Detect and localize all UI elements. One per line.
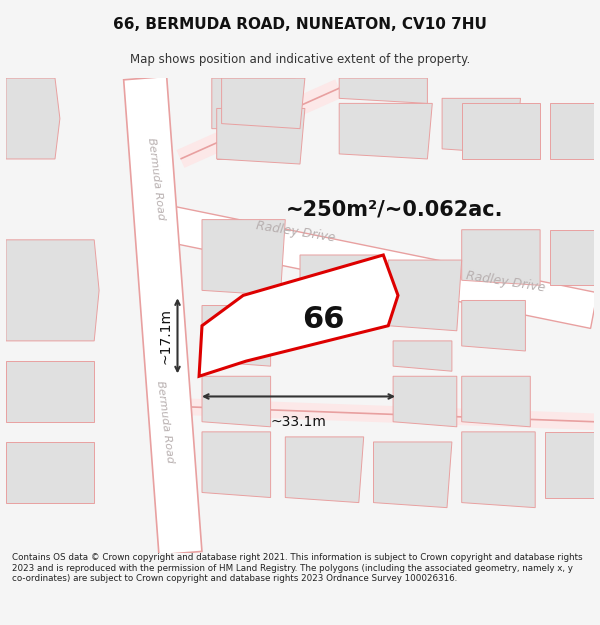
Polygon shape (462, 432, 535, 508)
Polygon shape (6, 78, 60, 159)
Polygon shape (462, 301, 526, 351)
Polygon shape (339, 78, 427, 103)
Polygon shape (550, 230, 594, 285)
Polygon shape (286, 437, 364, 503)
Polygon shape (6, 240, 99, 341)
Text: 66: 66 (302, 305, 345, 334)
Polygon shape (545, 432, 594, 498)
Polygon shape (300, 255, 383, 321)
Polygon shape (6, 361, 94, 422)
Polygon shape (462, 103, 540, 159)
Polygon shape (393, 376, 457, 427)
Text: Bermuda Road: Bermuda Road (146, 138, 166, 221)
Polygon shape (221, 78, 305, 129)
Polygon shape (202, 432, 271, 498)
Text: 66, BERMUDA ROAD, NUNEATON, CV10 7HU: 66, BERMUDA ROAD, NUNEATON, CV10 7HU (113, 17, 487, 32)
Polygon shape (462, 376, 530, 427)
Polygon shape (339, 103, 433, 159)
Polygon shape (393, 341, 452, 371)
Polygon shape (217, 109, 305, 164)
Polygon shape (124, 76, 202, 555)
Text: Map shows position and indicative extent of the property.: Map shows position and indicative extent… (130, 53, 470, 66)
Text: Contains OS data © Crown copyright and database right 2021. This information is : Contains OS data © Crown copyright and d… (12, 553, 583, 583)
Polygon shape (442, 98, 521, 154)
Polygon shape (202, 219, 286, 296)
Polygon shape (212, 78, 295, 129)
Text: ~17.1m: ~17.1m (158, 308, 173, 364)
Text: ~250m²/~0.062ac.: ~250m²/~0.062ac. (286, 199, 503, 219)
Text: ~33.1m: ~33.1m (271, 414, 326, 429)
Polygon shape (199, 255, 398, 376)
Text: Bermuda Road: Bermuda Road (155, 380, 175, 464)
Text: Radley Drive: Radley Drive (465, 269, 547, 295)
Polygon shape (462, 230, 540, 285)
Polygon shape (145, 202, 598, 328)
Polygon shape (217, 109, 295, 159)
Polygon shape (388, 260, 462, 331)
Polygon shape (374, 442, 452, 508)
Polygon shape (202, 306, 271, 366)
Text: Radley Drive: Radley Drive (254, 219, 335, 244)
Polygon shape (202, 376, 271, 427)
Polygon shape (6, 442, 94, 503)
Polygon shape (550, 103, 594, 159)
